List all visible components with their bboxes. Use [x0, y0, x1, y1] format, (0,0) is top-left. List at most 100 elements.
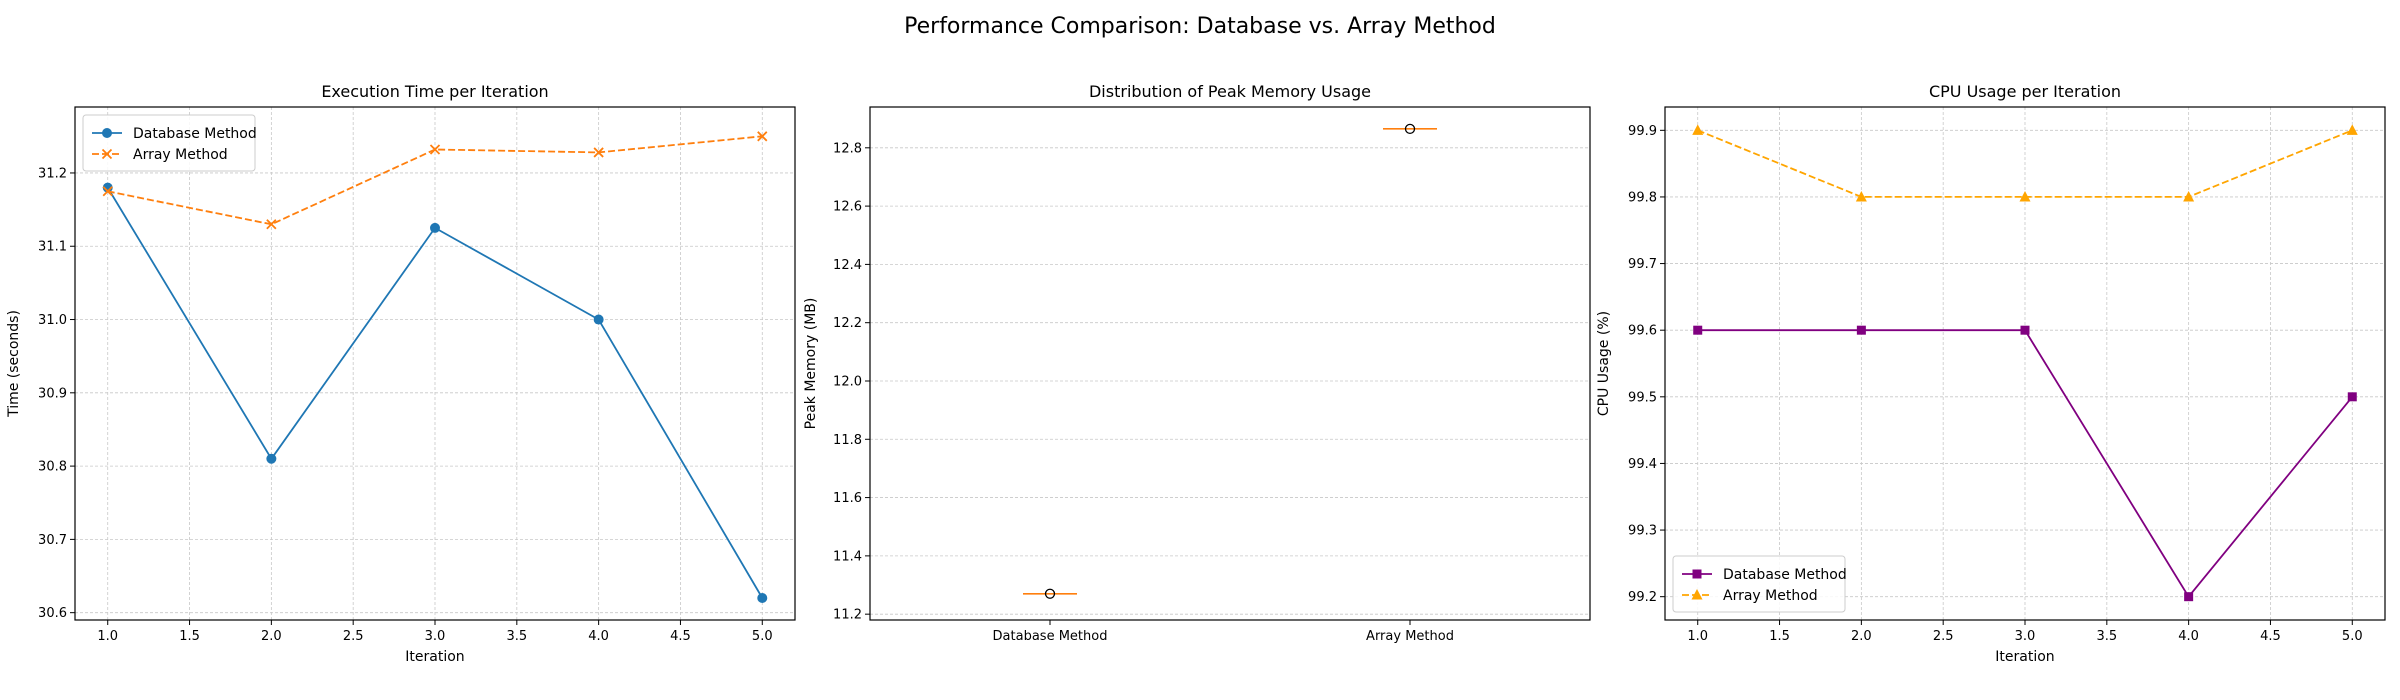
legend-marker — [1692, 569, 1702, 579]
series-1 — [1693, 325, 2357, 602]
legend-label: Array Method — [1723, 588, 1818, 604]
data-point — [2183, 190, 2195, 202]
y-axis-label: Peak Memory (MB) — [803, 298, 819, 430]
x-axis-label: Iteration — [1995, 649, 2054, 665]
x-tick-label: 1.5 — [1769, 629, 1790, 644]
data-point — [1692, 124, 1704, 135]
x-tick-label: 5.0 — [752, 629, 773, 644]
chart-panel-1: 30.6 30.7 30.8 30.9 31.0 31.1 31.2 1.0 1.5 2.0 2.5… — [6, 82, 796, 665]
chart-panel-2: 11.2 11.4 11.6 11.8 12.0 12.2 12.4 12.6 12.8 Data… — [803, 82, 1591, 644]
box-outlier — [1044, 588, 1056, 599]
data-point — [430, 222, 440, 233]
y-tick-label: 30.8 — [38, 460, 67, 475]
data-point — [2347, 392, 2357, 402]
y-tick-label: 31.0 — [38, 313, 67, 328]
box-1 — [1023, 588, 1077, 599]
legend-marker — [101, 148, 113, 160]
x-tick-label: 4.0 — [2178, 629, 2199, 644]
data-point — [757, 131, 768, 142]
data-point — [757, 593, 768, 604]
data-point — [593, 314, 604, 325]
legend-label: Database Method — [133, 126, 257, 142]
y-tick-label: 11.8 — [833, 433, 862, 448]
series-1 — [102, 182, 768, 604]
x-tick-label: 3.0 — [425, 629, 446, 644]
plot-frame — [74, 106, 796, 621]
panel-title: CPU Usage per Iteration — [1929, 82, 2121, 101]
series-2 — [1692, 124, 2358, 202]
legend-box — [82, 114, 256, 172]
y-tick-label: 12.2 — [833, 316, 862, 331]
y-axis-label: CPU Usage (%) — [1596, 311, 1612, 416]
y-tick-label: 12.4 — [833, 258, 862, 273]
data-point — [2184, 592, 2194, 602]
legend-marker — [102, 128, 112, 138]
y-tick-label: 11.4 — [833, 549, 862, 564]
x-tick-label: 3.5 — [506, 629, 527, 644]
y-tick-label: 11.2 — [833, 608, 862, 623]
data-point — [102, 186, 113, 197]
legend-label: Array Method — [133, 147, 228, 163]
legend: Database Method Array Method — [82, 114, 257, 172]
panel-title: Execution Time per Iteration — [321, 82, 548, 101]
series-2 — [102, 131, 768, 230]
y-axis-label: Time (seconds) — [6, 310, 22, 418]
y-tick-label: 12.6 — [833, 200, 862, 215]
data-point — [593, 147, 604, 158]
y-tick-label: 30.9 — [38, 386, 67, 401]
x-tick-label: 1.0 — [1687, 629, 1708, 644]
y-tick-label: 30.6 — [38, 606, 67, 621]
data-point — [1855, 190, 1867, 202]
x-tick-label: Array Method — [1366, 629, 1454, 644]
x-tick-label: 4.5 — [2260, 629, 2281, 644]
y-tick-label: 31.1 — [38, 240, 67, 255]
y-tick-label: 99.9 — [1628, 124, 1657, 139]
x-tick-label: 2.0 — [1851, 629, 1872, 644]
y-tick-label: 99.8 — [1628, 190, 1657, 205]
y-tick-label: 99.3 — [1628, 524, 1657, 539]
y-tick-label: 12.0 — [833, 374, 862, 389]
x-tick-label: 4.0 — [588, 629, 609, 644]
data-point — [1856, 325, 1866, 335]
plot-frame — [869, 106, 1591, 621]
x-axis-label: Iteration — [405, 649, 464, 665]
y-tick-label: 99.6 — [1628, 324, 1657, 339]
panel-title: Distribution of Peak Memory Usage — [1089, 82, 1371, 101]
y-tick-label: 31.2 — [38, 166, 67, 181]
chart-panel-3: 99.2 99.3 99.4 99.5 99.6 99.7 99.8 99.9 1.0 1.5 2.… — [1596, 82, 2386, 665]
x-tick-label: 3.0 — [2015, 629, 2036, 644]
data-point — [2019, 190, 2031, 202]
x-tick-label: 1.0 — [97, 629, 118, 644]
data-point — [266, 453, 277, 464]
y-tick-label: 99.4 — [1628, 457, 1657, 472]
x-tick-label: 1.5 — [179, 629, 200, 644]
data-point — [266, 219, 277, 230]
y-tick-label: 99.2 — [1628, 590, 1657, 605]
x-tick-label: 5.0 — [2342, 629, 2363, 644]
y-tick-label: 30.7 — [38, 533, 67, 548]
x-tick-label: 2.5 — [343, 629, 364, 644]
x-tick-label: 2.5 — [1933, 629, 1954, 644]
figure-title: Performance Comparison: Database vs. Arr… — [904, 14, 1496, 39]
data-point — [2020, 325, 2030, 335]
legend-box — [1672, 555, 1846, 613]
x-tick-label: 2.0 — [261, 629, 282, 644]
box-outlier — [1404, 123, 1416, 135]
legend-label: Database Method — [1723, 567, 1847, 583]
data-point — [102, 182, 113, 193]
box-2 — [1383, 123, 1437, 135]
x-tick-label: 3.5 — [2096, 629, 2117, 644]
legend: Database Method Array Method — [1672, 555, 1847, 613]
x-tick-label: 4.5 — [670, 629, 691, 644]
x-tick-label: Database Method — [993, 629, 1108, 644]
y-tick-label: 11.6 — [833, 491, 862, 506]
plot-frame — [1664, 106, 2386, 621]
y-tick-label: 99.7 — [1628, 257, 1657, 272]
legend-marker — [1691, 589, 1703, 600]
data-point — [2346, 124, 2358, 135]
data-point — [429, 144, 441, 155]
data-point — [1693, 325, 1703, 335]
y-tick-label: 12.8 — [833, 141, 862, 156]
y-tick-label: 99.5 — [1628, 390, 1657, 405]
